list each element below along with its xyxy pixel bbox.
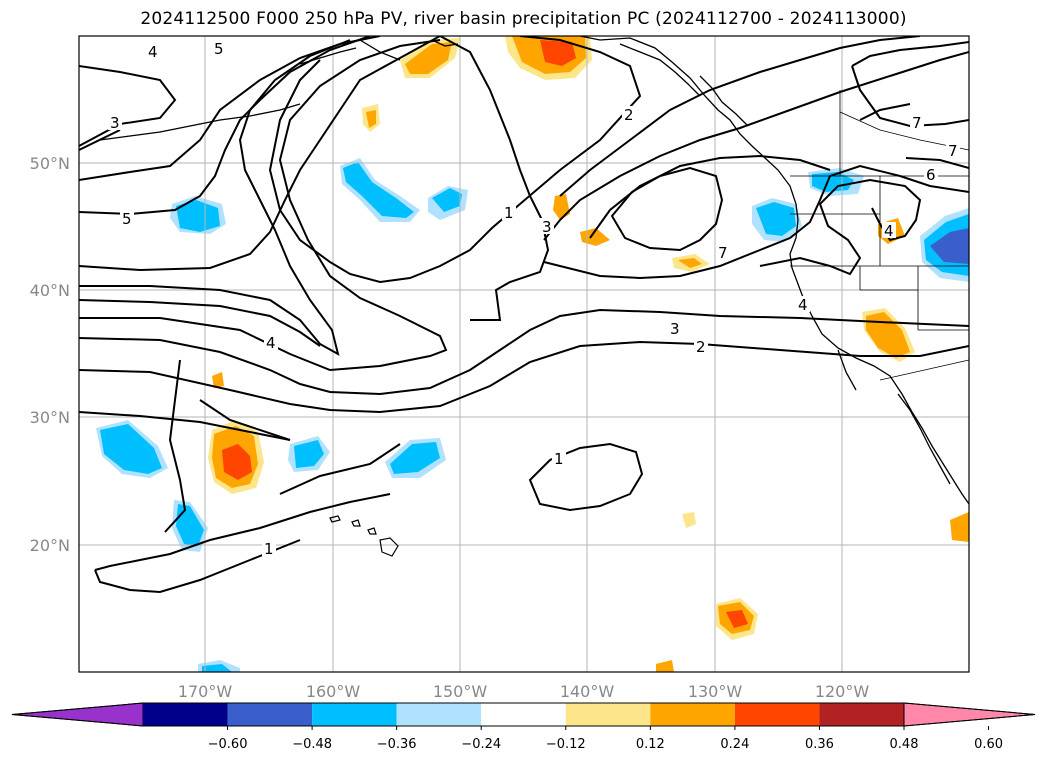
- colorbar-segment: [734, 703, 820, 726]
- contour-label: 3: [110, 114, 120, 132]
- colorbar-outline: [11, 702, 1036, 727]
- contour-label: 5: [214, 40, 224, 58]
- contour-label: 2: [624, 106, 634, 124]
- colorbar-segment: [650, 703, 735, 726]
- colorbar-tick-label: 0.24: [720, 737, 749, 752]
- political-borders: [790, 90, 969, 381]
- contour-label: 6: [926, 166, 936, 184]
- colorbar-tick-label: −0.12: [546, 737, 586, 752]
- map-frame: [78, 35, 970, 673]
- contour-label: 5: [122, 210, 132, 228]
- contour-label: 4: [148, 43, 158, 61]
- colorbar-tick-label: 0.36: [805, 737, 834, 752]
- lon-label: 130°W: [688, 682, 743, 701]
- coastlines: [99, 36, 969, 505]
- lon-label: 170°W: [178, 682, 233, 701]
- latitude-labels: 50°N 40°N 30°N 20°N: [30, 154, 70, 555]
- contour-label: 1: [554, 450, 564, 468]
- lon-label: 160°W: [306, 682, 361, 701]
- lon-label: 140°W: [560, 682, 615, 701]
- contour-label: 3: [670, 320, 680, 338]
- contour-label: 4: [798, 296, 808, 314]
- colorbar-segment: [481, 703, 566, 726]
- hawaii-islands: [329, 515, 399, 557]
- contour-label: 7: [948, 142, 958, 160]
- colorbar: −0.60 −0.48 −0.36 −0.24 −0.12 0.12 0.24 0.36 0.4…: [11, 702, 1036, 752]
- graticule: [79, 36, 969, 672]
- contour-label: 7: [718, 244, 728, 262]
- contour-label: 4: [884, 222, 894, 240]
- colorbar-tick-label: 0.60: [974, 737, 1003, 752]
- lat-label: 40°N: [30, 281, 70, 300]
- colorbar-segment: [143, 703, 228, 726]
- map-title: 2024112500 F000 250 hPa PV, river basin …: [140, 9, 907, 29]
- contour-label: 1: [504, 204, 514, 222]
- colorbar-segment: [396, 703, 482, 726]
- contour-label: 7: [912, 114, 922, 132]
- colorbar-extend-min: [11, 702, 144, 727]
- colorbar-tick-label: −0.36: [377, 737, 417, 752]
- contour-label: 2: [696, 338, 706, 356]
- colorbar-tick-label: −0.24: [461, 737, 501, 752]
- contour-label: 4: [266, 334, 276, 352]
- colorbar-tick-label: 0.48: [890, 737, 919, 752]
- colorbar-segment: [227, 703, 313, 726]
- colorbar-extend-max: [903, 702, 1036, 727]
- lat-label: 50°N: [30, 154, 70, 173]
- colorbar-segment: [565, 703, 651, 726]
- lat-label: 30°N: [30, 408, 70, 427]
- lat-label: 20°N: [30, 536, 70, 555]
- colorbar-segment: [312, 703, 397, 726]
- lon-label: 150°W: [433, 682, 488, 701]
- lon-label: 120°W: [815, 682, 870, 701]
- longitude-labels: 170°W 160°W 150°W 140°W 130°W 120°W: [178, 682, 870, 701]
- colorbar-tick-label: −0.48: [292, 737, 332, 752]
- precip-shading: [96, 36, 969, 672]
- contour-label: 1: [264, 540, 274, 558]
- colorbar-tick-label: 0.12: [636, 737, 665, 752]
- contour-labels: 4 5 3 5 4 1 2 3 1 3 2 4 7 6 7 1 1 7 4: [108, 40, 960, 558]
- colorbar-tick-label: −0.60: [208, 737, 248, 752]
- colorbar-segment: [819, 703, 904, 726]
- contour-label: 3: [542, 218, 552, 236]
